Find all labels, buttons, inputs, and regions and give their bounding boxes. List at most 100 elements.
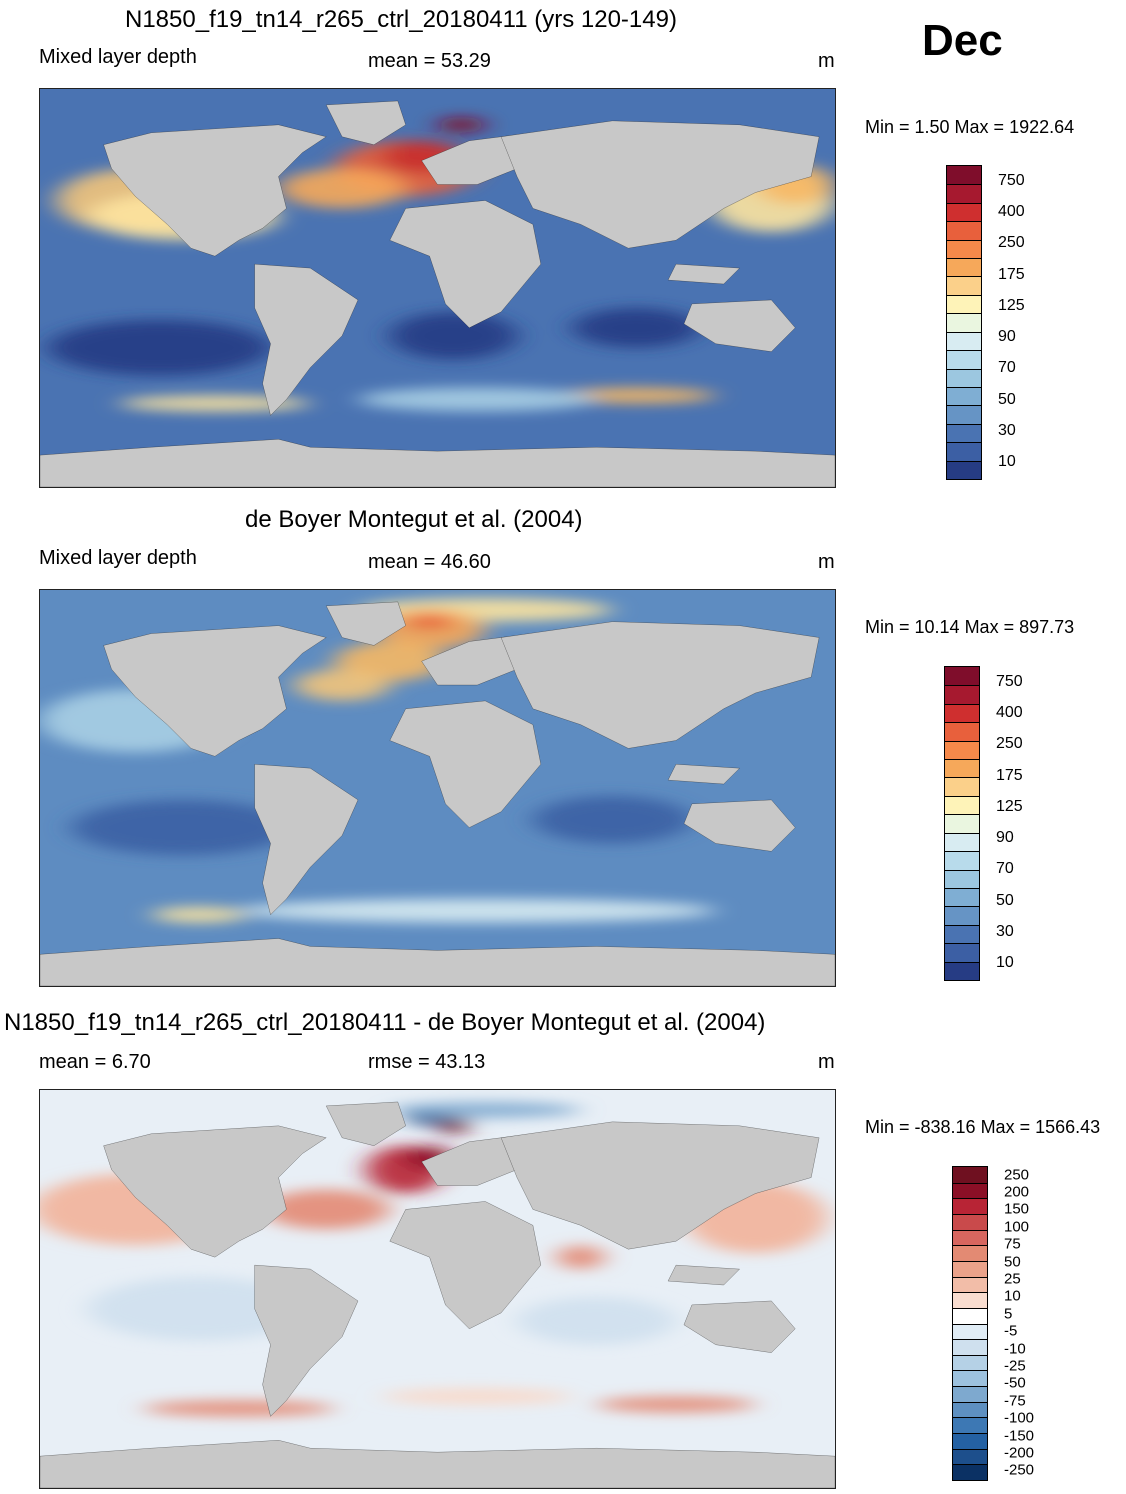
- land-mass: [684, 300, 795, 352]
- colorbar-tick-label: 30: [996, 923, 1014, 941]
- colorbar-tick-label: 250: [996, 735, 1023, 753]
- land-mass: [104, 626, 327, 757]
- colorbar-swatch: [945, 887, 979, 907]
- colorbar-swatch: [953, 1339, 987, 1355]
- colorbar-swatch: [953, 1417, 987, 1434]
- colorbar-tick-label: 175: [998, 265, 1025, 283]
- colorbar-swatch: [953, 1198, 987, 1214]
- panel2-minmax-label: Min = 10.14 Max = 897.73: [865, 617, 1075, 637]
- panel3-map: [39, 1089, 836, 1489]
- colorbar-swatch: [947, 350, 981, 369]
- colorbar-swatch: [947, 202, 981, 222]
- colorbar-tick-label: 100: [1004, 1218, 1030, 1236]
- land-mass: [326, 101, 406, 145]
- colorbar-swatch: [947, 405, 981, 424]
- colorbar-swatch: [945, 961, 979, 980]
- land-mass: [255, 264, 358, 415]
- field-anomaly-patch: [596, 1396, 756, 1413]
- colorbar-swatch: [947, 331, 981, 351]
- colorbar-swatch: [947, 221, 981, 240]
- colorbar-swatch: [953, 1307, 987, 1324]
- land-mass: [501, 622, 819, 749]
- panel1-units-label: m: [818, 50, 835, 72]
- colorbar-tick-label: 125: [998, 296, 1025, 314]
- colorbar-swatch: [945, 924, 979, 944]
- colorbar-swatch: [945, 832, 979, 852]
- colorbar-swatch: [953, 1182, 987, 1199]
- colorbar-tick-label: 400: [996, 703, 1023, 721]
- field-anomaly-patch: [262, 1189, 390, 1230]
- land-mass: [684, 1301, 795, 1353]
- colorbar-tick-label: 50: [996, 891, 1014, 909]
- colorbar-swatch: [945, 869, 979, 888]
- colorbar-tick-label: 400: [998, 202, 1025, 220]
- colorbar-swatch: [953, 1292, 987, 1308]
- panel1-variable-label: Mixed layer depth: [39, 46, 197, 68]
- panel3-map-svg: [40, 1090, 835, 1488]
- panel2-mean-label: mean = 46.60: [368, 551, 491, 573]
- colorbar-tick-label: -25: [1004, 1357, 1026, 1375]
- colorbar-swatch: [953, 1464, 987, 1480]
- colorbar-tick-label: 90: [996, 829, 1014, 847]
- land-mass: [501, 1122, 819, 1249]
- colorbar-swatch: [945, 759, 979, 778]
- land-mass: [684, 800, 795, 851]
- land-mass: [390, 701, 541, 828]
- colorbar-swatch: [947, 386, 981, 406]
- panel3-units-label: m: [818, 1051, 835, 1073]
- land-mass: [390, 200, 541, 327]
- colorbar-tick-label: 70: [998, 359, 1016, 377]
- colorbar-tick-label: 5: [1004, 1305, 1013, 1323]
- colorbar-swatch: [945, 943, 979, 962]
- field-anomaly-patch: [381, 1388, 573, 1405]
- month-label: Dec: [922, 16, 1003, 65]
- colorbar-tick-label: 10: [998, 453, 1016, 471]
- panel3-mean-label: mean = 6.70: [39, 1051, 151, 1073]
- colorbar-swatch: [953, 1370, 987, 1387]
- panel2-units-label: m: [818, 551, 835, 573]
- land-mass: [40, 938, 835, 986]
- panel1-map: [39, 88, 836, 488]
- land-mass: [104, 125, 327, 256]
- field-anomaly-patch: [389, 311, 517, 360]
- land-mass: [668, 764, 740, 784]
- colorbar-swatch: [947, 442, 981, 461]
- panel3-minmax-label: Min = -838.16 Max = 1566.43: [865, 1117, 1101, 1137]
- colorbar-swatch: [947, 239, 981, 259]
- field-anomaly-patch: [358, 387, 597, 412]
- colorbar-tick-label: 70: [996, 860, 1014, 878]
- colorbar-tick-label: 75: [1004, 1235, 1021, 1253]
- colorbar-swatch: [945, 851, 979, 870]
- colorbar-swatch: [947, 368, 981, 387]
- colorbar-tick-label: 50: [1004, 1253, 1021, 1271]
- panel1-minmax-label: Min = 1.50 Max = 1922.64: [865, 117, 1075, 137]
- colorbar-tick-label: -150: [1004, 1427, 1035, 1445]
- field-anomaly-patch: [238, 898, 716, 923]
- colorbar-tick-label: -75: [1004, 1392, 1026, 1410]
- panel2-variable-label: Mixed layer depth: [39, 547, 197, 569]
- panel1-mean-label: mean = 53.29: [368, 50, 491, 72]
- colorbar-tick-label: 150: [1004, 1200, 1030, 1218]
- colorbar-tick-label: -10: [1004, 1340, 1026, 1358]
- colorbar-tick-label: 175: [996, 766, 1023, 784]
- panel2-title: de Boyer Montegut et al. (2004): [245, 506, 583, 533]
- panel3-title: N1850_f19_tn14_r265_ctrl_20180411 - de B…: [4, 1009, 766, 1036]
- colorbar-swatch: [953, 1260, 987, 1277]
- land-mass: [390, 1201, 541, 1328]
- land-mass: [668, 264, 740, 284]
- colorbar-swatch: [947, 294, 981, 314]
- colorbar-tick-label: 90: [998, 328, 1016, 346]
- land-mass: [255, 1265, 358, 1416]
- land-mass: [501, 121, 819, 248]
- colorbar-swatch: [947, 184, 981, 203]
- panel3-rmse-label: rmse = 43.13: [368, 1051, 486, 1073]
- colorbar-swatch: [953, 1448, 987, 1465]
- field-anomaly-patch: [47, 319, 271, 376]
- colorbar-box: [952, 1166, 988, 1481]
- colorbar-swatch: [953, 1245, 987, 1261]
- colorbar-swatch: [947, 460, 981, 479]
- field-anomaly-patch: [119, 395, 311, 412]
- colorbar-tick-label: 10: [996, 954, 1014, 972]
- colorbar-swatch: [947, 313, 981, 332]
- panel2-map: [39, 589, 836, 987]
